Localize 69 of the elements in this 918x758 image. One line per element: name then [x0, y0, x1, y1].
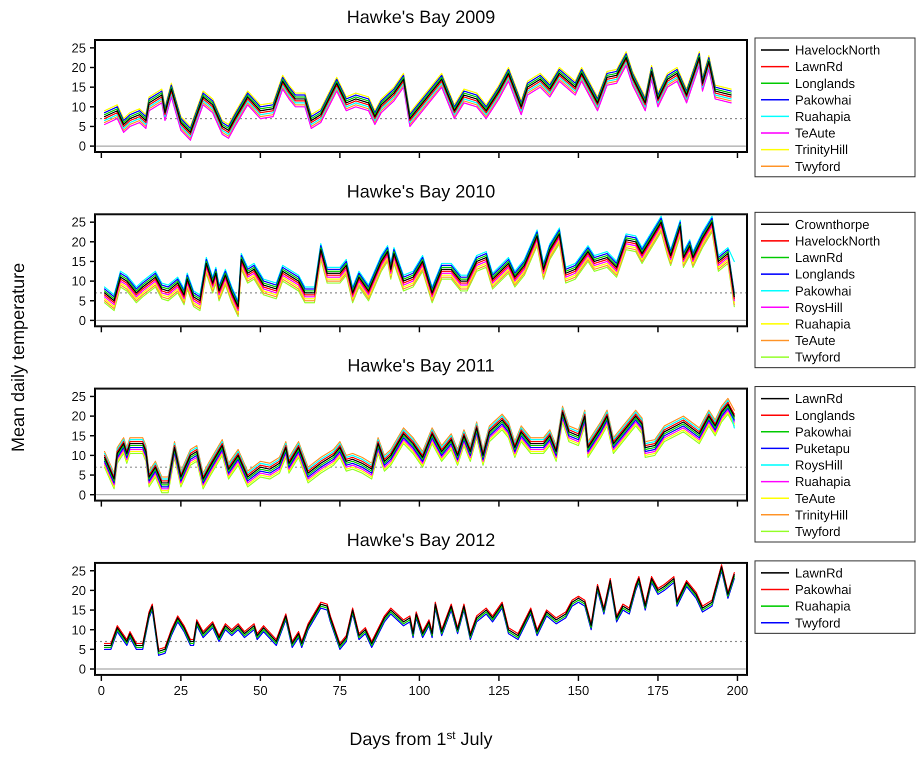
x-tick-label: 200 — [726, 682, 748, 698]
y-tick-label: 10 — [72, 99, 86, 114]
legend-label: TrinityHill — [795, 507, 848, 522]
legend-label: LawnRd — [795, 391, 843, 406]
x-tick-label: 125 — [488, 682, 510, 698]
y-tick-label: 25 — [72, 40, 86, 56]
y-tick-label: 0 — [78, 662, 86, 677]
y-tick-label: 20 — [72, 234, 86, 250]
y-tick-label: 15 — [72, 428, 86, 444]
legend-label: Twyford — [795, 524, 841, 539]
x-tick-label: 50 — [253, 682, 268, 698]
legend-label: LawnRd — [795, 565, 843, 580]
legend-label: Twyford — [795, 350, 841, 365]
legend-label: LawnRd — [795, 250, 843, 266]
x-tick-label: 150 — [568, 682, 590, 698]
y-tick-label: 20 — [72, 582, 86, 598]
y-tick-label: 5 — [78, 642, 86, 657]
legend-label: TeAute — [795, 333, 836, 348]
chart-title: Hawke's Bay 2010 — [346, 181, 496, 202]
y-tick-label: 0 — [78, 138, 86, 154]
legend-label: LawnRd — [795, 59, 843, 74]
legend-label: Ruahapia — [795, 108, 852, 124]
x-tick-label: 75 — [332, 682, 348, 698]
legend-label: Ruahapia — [795, 474, 852, 490]
y-tick-label: 20 — [72, 408, 86, 424]
legend-label: HavelockNorth — [795, 42, 880, 58]
legend-label: RoysHill — [795, 458, 843, 473]
legend-label: Pakowhai — [795, 582, 852, 598]
y-tick-label: 25 — [72, 563, 86, 578]
legend-label: Longlands — [795, 408, 856, 423]
legend-label: RoysHill — [795, 300, 843, 315]
legend-label: Ruahapia — [795, 598, 852, 614]
y-tick-label: 20 — [72, 60, 86, 76]
legend-label: Puketapu — [795, 440, 850, 456]
x-tick-label: 175 — [647, 682, 669, 698]
y-tick-label: 10 — [72, 622, 86, 638]
legend-label: Twyford — [795, 158, 841, 174]
legend-label: Pakowhai — [795, 283, 852, 298]
y-tick-label: 5 — [78, 293, 86, 308]
y-tick-label: 15 — [72, 602, 86, 618]
legend-label: Pakowhai — [795, 424, 852, 440]
legend-label: TeAute — [795, 126, 836, 141]
y-tick-label: 0 — [78, 487, 86, 502]
y-tick-label: 5 — [78, 468, 86, 483]
legend-label: Pakowhai — [795, 92, 852, 108]
y-tick-label: 10 — [72, 448, 86, 463]
chart-title: Hawke's Bay 2009 — [346, 7, 496, 27]
x-tick-label: 0 — [98, 682, 105, 698]
y-tick-label: 25 — [72, 389, 86, 404]
chart-title: Hawke's Bay 2011 — [347, 356, 495, 376]
y-tick-label: 0 — [78, 312, 86, 328]
legend-label: TrinityHill — [795, 142, 848, 158]
y-tick-label: 5 — [78, 119, 86, 134]
legend-label: Crownthorpe — [795, 216, 870, 232]
y-tick-label: 10 — [72, 274, 86, 289]
y-tick-label: 25 — [72, 214, 86, 230]
y-tick-label: 15 — [72, 254, 86, 270]
y-axis-title: Mean daily temperature — [8, 262, 28, 452]
legend-label: Ruahapia — [795, 316, 852, 332]
x-tick-label: 100 — [408, 682, 430, 698]
y-tick-label: 15 — [72, 80, 86, 95]
legend-label: TeAute — [795, 490, 836, 506]
chart-title: Hawke's Bay 2012 — [346, 530, 496, 550]
legend-label: HavelockNorth — [795, 233, 880, 248]
legend-label: Twyford — [795, 615, 841, 630]
legend-label: Longlands — [795, 76, 856, 91]
x-axis-title: Days from 1$^{st}$ July — [349, 728, 493, 749]
x-tick-label: 25 — [174, 682, 188, 698]
legend-label: Longlands — [795, 266, 856, 282]
